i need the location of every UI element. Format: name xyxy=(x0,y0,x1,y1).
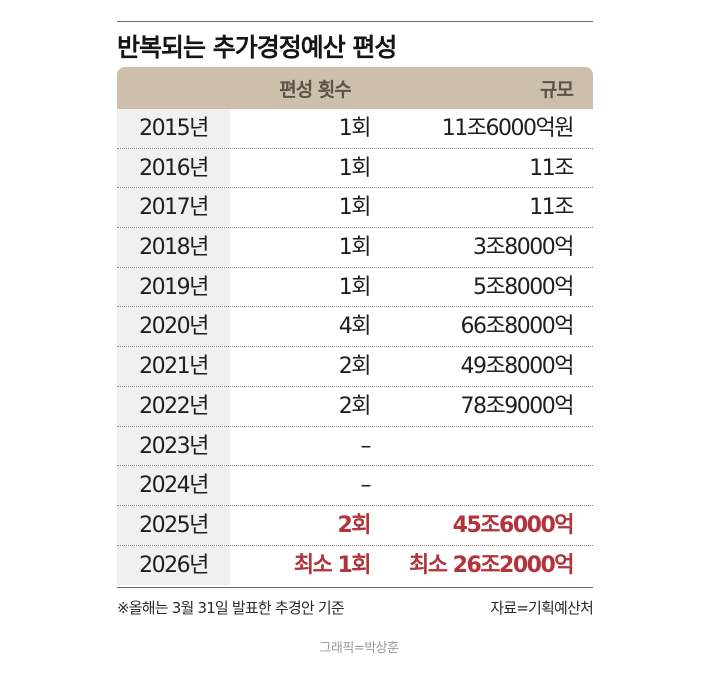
table-row: 2020년 4회 66조8000억 xyxy=(117,307,593,348)
header-count: 편성 횟수 xyxy=(279,79,352,101)
count-cell: – xyxy=(360,473,372,499)
header-scale: 규모 xyxy=(540,79,574,101)
bottom-rule xyxy=(117,587,593,588)
footnote: ※올해는 3월 31일 발표한 추경안 기준 xyxy=(117,599,345,617)
top-rule xyxy=(117,21,593,22)
table-row: 2024년 – xyxy=(117,466,593,506)
page-title: 반복되는 추가경정예산 편성 xyxy=(117,33,397,62)
table-row: 2025년 2회 45조6000억 xyxy=(117,505,593,546)
count-cell: 2회 xyxy=(337,512,371,538)
year-cell: 2016년 xyxy=(117,148,230,188)
year-cell: 2018년 xyxy=(117,228,230,267)
table-row: 2016년 1회 11조 xyxy=(117,148,593,189)
scale-cell: 3조8000억 xyxy=(473,235,574,261)
year-cell: 2017년 xyxy=(117,188,230,228)
table-row: 2023년 – xyxy=(117,426,593,467)
count-cell: 2회 xyxy=(338,393,372,419)
table-body: 2015년 1회 11조6000억원 2016년 1회 11조 2017년 1회 11조 2018… xyxy=(117,109,593,586)
count-cell: – xyxy=(360,433,372,459)
year-cell: 2023년 xyxy=(117,426,230,466)
year-cell: 2015년 xyxy=(117,109,230,148)
count-cell: 1회 xyxy=(338,235,372,261)
table-row: 2021년 2회 49조8000억 xyxy=(117,347,593,387)
year-cell: 2021년 xyxy=(117,347,230,386)
table-row: 2018년 1회 3조8000억 xyxy=(117,228,593,268)
source-note: 자료=기획예산처 xyxy=(490,599,594,617)
scale-cell: 78조9000억 xyxy=(460,393,575,419)
count-cell: 2회 xyxy=(338,354,372,380)
data-table: 편성 횟수 규모 2015년 1회 11조6000억원 2016년 1회 11조 2017년… xyxy=(117,67,593,586)
year-cell: 2024년 xyxy=(117,466,230,505)
count-cell: 1회 xyxy=(338,155,372,181)
count-cell: 4회 xyxy=(338,314,372,340)
year-cell: 2025년 xyxy=(117,505,230,545)
scale-cell: 66조8000억 xyxy=(460,314,575,340)
table-row: 2017년 1회 11조 xyxy=(117,188,593,229)
scale-cell: 45조6000억 xyxy=(452,512,575,538)
table-row: 2019년 1회 5조8000억 xyxy=(117,267,593,308)
graphic-credit: 그래픽=박상훈 xyxy=(319,641,399,656)
scale-cell: 11조 xyxy=(529,155,574,181)
scale-cell: 11조 xyxy=(529,195,574,221)
scale-cell: 49조8000억 xyxy=(460,354,575,380)
year-cell: 2019년 xyxy=(117,267,230,307)
year-cell: 2026년 xyxy=(117,545,230,586)
count-cell: 1회 xyxy=(338,274,372,300)
table-row: 2022년 2회 78조9000억 xyxy=(117,386,593,427)
year-cell: 2020년 xyxy=(117,307,230,347)
count-cell: 1회 xyxy=(338,116,372,141)
table-header: 편성 횟수 규모 xyxy=(117,67,593,109)
year-cell: 2022년 xyxy=(117,386,230,426)
table-row: 2026년 최소 1회 최소 26조2000억 xyxy=(117,545,593,586)
scale-cell: 최소 26조2000억 xyxy=(409,552,574,578)
scale-cell: 11조6000억원 xyxy=(441,116,575,141)
scale-cell: 5조8000억 xyxy=(473,274,574,300)
table-row: 2015년 1회 11조6000억원 xyxy=(117,109,593,149)
count-cell: 1회 xyxy=(338,195,372,221)
count-cell: 최소 1회 xyxy=(293,552,372,578)
